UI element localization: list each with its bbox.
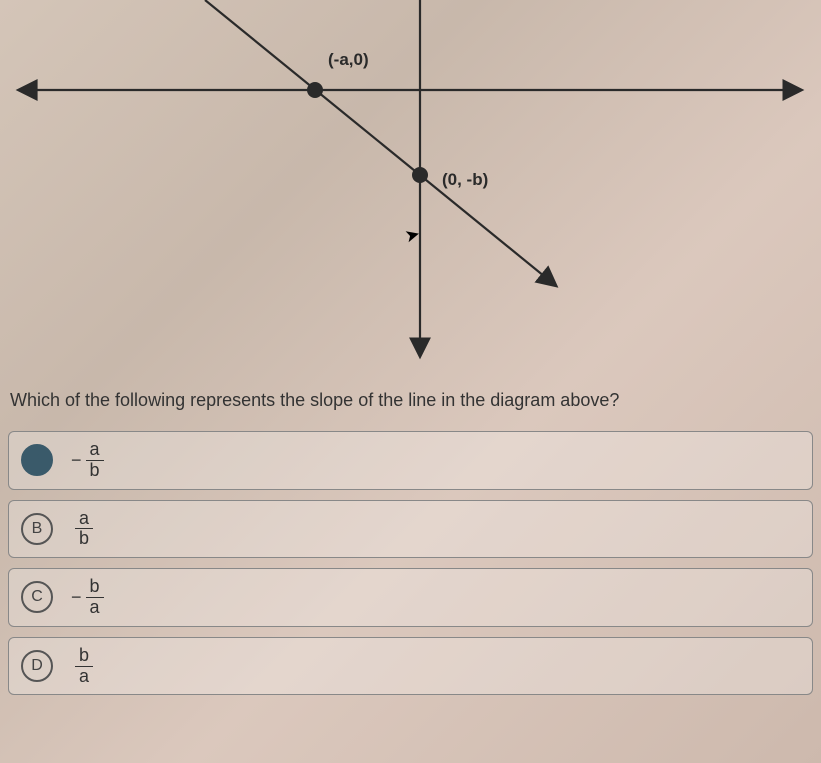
- option-c[interactable]: C − b a: [8, 568, 813, 627]
- options-list: A − a b B a b C − b a D: [0, 431, 821, 695]
- option-b-den: b: [75, 528, 93, 549]
- option-b[interactable]: B a b: [8, 500, 813, 559]
- coordinate-diagram: [0, 0, 821, 370]
- slant-line: [205, 0, 555, 285]
- option-a-den: b: [86, 460, 104, 481]
- diagram-area: (-a,0) (0, -b) ➤: [0, 0, 821, 370]
- option-a-neg: −: [71, 450, 82, 471]
- option-b-radio[interactable]: B: [21, 513, 53, 545]
- option-c-value: − b a: [71, 577, 104, 618]
- point2-dot: [412, 167, 428, 183]
- option-c-num: b: [86, 577, 104, 597]
- point1-label: (-a,0): [328, 50, 369, 70]
- option-b-num: a: [75, 509, 93, 529]
- option-a-num: a: [86, 440, 104, 460]
- option-d-den: a: [75, 666, 93, 687]
- option-a-value: − a b: [71, 440, 104, 481]
- option-c-neg: −: [71, 587, 82, 608]
- point1-dot: [307, 82, 323, 98]
- option-a-radio[interactable]: A: [21, 444, 53, 476]
- option-b-value: a b: [71, 509, 93, 550]
- option-d-value: b a: [71, 646, 93, 687]
- point2-label: (0, -b): [442, 170, 488, 190]
- option-c-den: a: [86, 597, 104, 618]
- question-text: Which of the following represents the sl…: [0, 370, 821, 431]
- option-d-num: b: [75, 646, 93, 666]
- option-d-radio[interactable]: D: [21, 650, 53, 682]
- option-d[interactable]: D b a: [8, 637, 813, 696]
- option-c-radio[interactable]: C: [21, 581, 53, 613]
- option-a[interactable]: A − a b: [8, 431, 813, 490]
